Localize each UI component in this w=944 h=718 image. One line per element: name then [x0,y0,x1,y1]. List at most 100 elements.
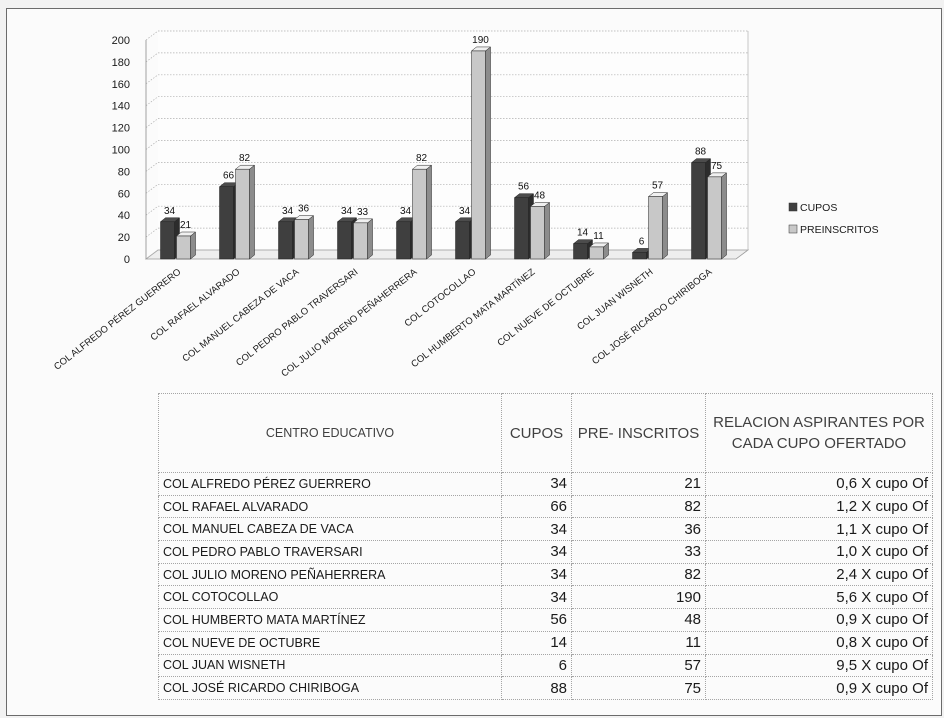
x-tick-label: COL PEDRO PABLO TRAVERSARI [234,267,360,369]
bar-cupos [160,221,175,260]
header-cupos: CUPOS [501,393,572,473]
table-row: COL JULIO MORENO PEÑAHERRERA 34 82 2,4 X cu… [158,562,933,587]
table-row: COL MANUEL CABEZA DE VACA 34 36 1,1 X cupo … [158,517,933,542]
gridline [145,205,748,216]
legend-label: CUPOS [800,202,837,214]
x-tick-label: COL MANUEL CABEZA DE VACA [180,266,301,364]
cell-cupos: 66 [501,494,572,519]
bar-side [721,172,727,260]
cell-cupos: 56 [501,608,572,632]
gridline [145,96,748,106]
data-label: 6 [639,236,645,247]
gridline [145,162,748,172]
cell-cupos: 88 [501,676,572,700]
data-label: 34 [459,206,471,217]
data-label: 190 [472,35,489,46]
data-label: 82 [416,153,428,164]
bar-cupos [219,186,234,260]
y-tick-label: 60 [118,188,130,200]
gridline [145,52,748,63]
cell-cupos: 34 [501,585,572,610]
cell-preinscritos: 57 [571,653,706,678]
data-table: CENTRO EDUCATIVO CUPOS PRE- INSCRITOS RE… [158,393,933,700]
header-relacion: RELACION ASPIRANTES POR CADA CUPO OFERTA… [705,393,933,473]
gridline [145,118,748,128]
cell-centro: COL JOSÉ RICARDO CHIRIBOGA [158,676,502,700]
cell-preinscritos: 82 [571,562,706,587]
y-tick-label: 200 [112,35,130,47]
data-label: 57 [652,181,664,192]
data-label: 88 [695,147,707,158]
y-tick-label: 180 [112,57,130,69]
cell-relacion: 0,8 X cupo Of [705,630,933,655]
bar-cupos [278,221,293,260]
table-row: COL RAFAEL ALVARADO 66 82 1,2 X cupo Of [158,494,933,519]
table-row: COL NUEVE DE OCTUBRE 14 11 0,8 X cupo Of [158,630,933,655]
cell-relacion: 0,9 X cupo Of [705,608,933,632]
x-tick-label: COL JOSÉ RICARDO CHIRIBOGA [590,266,715,367]
bar-cupos [573,243,588,260]
cell-cupos: 34 [501,517,572,542]
cell-cupos: 6 [501,653,572,678]
legend-label: PREINSCRITOS [800,224,879,236]
data-label: 11 [593,231,604,242]
cell-preinscritos: 75 [571,676,706,700]
cell-preinscritos: 82 [571,494,706,519]
data-label: 34 [164,206,176,217]
y-tick-label: 140 [112,101,130,113]
y-tick-label: 40 [118,210,130,222]
table-row: COL HUMBERTO MATA MARTÍNEZ 56 48 0,9 X cupo… [158,608,933,632]
cell-centro: COL JULIO MORENO PEÑAHERRERA [158,562,502,587]
cell-relacion: 0,6 X cupo Of [705,472,933,496]
gridline [145,227,748,238]
bar-cupos [396,221,411,260]
bar-preinscritos [176,235,191,260]
data-label: 56 [518,182,530,193]
cell-centro: COL JUAN WISNETH [158,653,502,678]
bar-preinscritos [471,50,486,260]
cell-preinscritos: 190 [571,585,706,610]
data-label: 34 [341,206,353,217]
bar-preinscritos [530,206,545,260]
x-tick-label: COL HUMBERTO MATA MARTÍNEZ [409,267,537,371]
cell-relacion: 1,1 X cupo Of [705,517,933,542]
y-tick-label: 120 [112,123,130,135]
bar-side [308,215,314,260]
bar-side [544,201,550,260]
bar-chart: 0 20 40 60 80 100 120 140 160 180 200 34 21 COL ALFRE… [52,30,879,379]
cell-preinscritos: 36 [571,517,706,542]
table-row: COL ALFREDO PÉREZ GUERRERO 34 21 0,6 X cupo… [158,472,933,496]
bar-cupos [514,197,529,260]
gridline [145,140,748,150]
cell-centro: COL MANUEL CABEZA DE VACA [158,517,502,542]
y-tick-label: 0 [124,254,130,266]
bar-side [426,164,432,260]
cell-cupos: 34 [501,540,572,564]
table-header-row: CENTRO EDUCATIVO CUPOS PRE- INSCRITOS RE… [158,393,933,473]
cell-centro: COL NUEVE DE OCTUBRE [158,630,502,655]
cell-cupos: 34 [501,562,572,587]
gridline [145,183,748,194]
bar-preinscritos [235,168,250,260]
y-tick-label: 20 [118,232,130,244]
gridline [145,74,748,85]
cell-relacion: 2,4 X cupo Of [705,562,933,587]
bar-preinscritos [412,168,427,260]
bar-cupos [337,221,352,260]
bar-side [662,192,668,260]
data-label: 21 [180,220,192,231]
data-label: 34 [282,206,294,217]
cell-preinscritos: 21 [571,472,706,496]
cell-centro: COL COTOCOLLAO [158,585,502,610]
cell-relacion: 5,6 X cupo Of [705,585,933,610]
table-row: COL JOSÉ RICARDO CHIRIBOGA 88 75 0,9 X cupo… [158,676,933,700]
cell-centro: COL ALFREDO PÉREZ GUERRERO [158,472,502,496]
data-label: 66 [223,171,235,182]
legend-swatch [788,202,798,212]
cell-cupos: 14 [501,630,572,655]
cell-centro: COL RAFAEL ALVARADO [158,494,502,519]
cell-preinscritos: 48 [571,608,706,632]
x-tick-label: COL ALFREDO PÉREZ GUERRERO [52,267,183,373]
data-label: 34 [400,206,412,217]
bar-cupos [632,252,647,260]
